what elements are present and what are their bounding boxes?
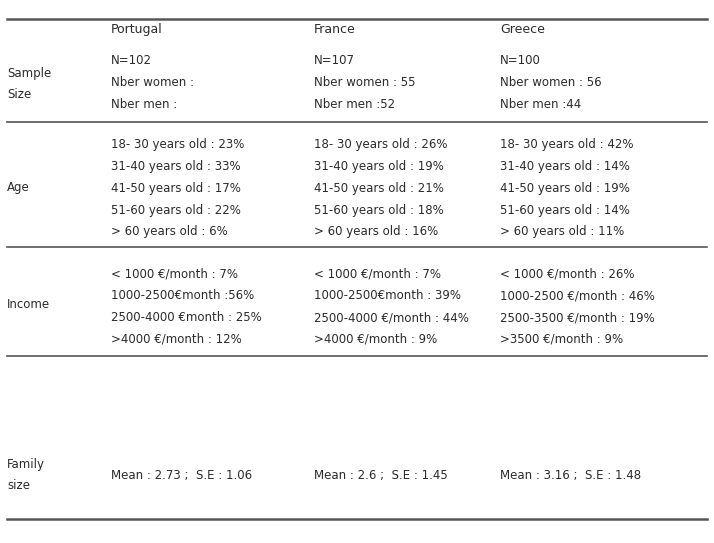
Text: 18- 30 years old : 42%: 18- 30 years old : 42% [500,138,633,151]
Text: Mean : 3.16 ;  S.E : 1.48: Mean : 3.16 ; S.E : 1.48 [500,469,641,482]
Text: N=102: N=102 [111,54,151,67]
Text: 51-60 years old : 14%: 51-60 years old : 14% [500,204,630,217]
Text: 31-40 years old : 19%: 31-40 years old : 19% [314,160,444,173]
Text: > 60 years old : 11%: > 60 years old : 11% [500,225,624,238]
Text: Nber women :: Nber women : [111,76,193,89]
Text: Nber women : 56: Nber women : 56 [500,76,601,89]
Text: 1000-2500€month :56%: 1000-2500€month :56% [111,289,254,302]
Text: 31-40 years old : 33%: 31-40 years old : 33% [111,160,241,173]
Text: < 1000 €/month : 7%: < 1000 €/month : 7% [111,268,238,281]
Text: > 60 years old : 6%: > 60 years old : 6% [111,225,228,238]
Text: 41-50 years old : 19%: 41-50 years old : 19% [500,182,630,195]
Text: 18- 30 years old : 23%: 18- 30 years old : 23% [111,138,244,151]
Text: Greece: Greece [500,23,545,36]
Text: Nber men :: Nber men : [111,98,177,111]
Text: Nber men :44: Nber men :44 [500,98,581,111]
Text: N=107: N=107 [314,54,355,67]
Text: N=100: N=100 [500,54,540,67]
Text: >4000 €/month : 9%: >4000 €/month : 9% [314,333,438,346]
Text: 1000-2500€month : 39%: 1000-2500€month : 39% [314,289,461,302]
Text: Nber men :52: Nber men :52 [314,98,396,111]
Text: Sample
Size: Sample Size [7,67,51,101]
Text: 31-40 years old : 14%: 31-40 years old : 14% [500,160,630,173]
Text: >4000 €/month : 12%: >4000 €/month : 12% [111,333,241,346]
Text: < 1000 €/month : 26%: < 1000 €/month : 26% [500,268,634,281]
Text: Age: Age [7,181,30,194]
Text: 18- 30 years old : 26%: 18- 30 years old : 26% [314,138,448,151]
Text: 2500-4000 €/month : 44%: 2500-4000 €/month : 44% [314,311,469,324]
Text: 41-50 years old : 21%: 41-50 years old : 21% [314,182,444,195]
Text: Income: Income [7,298,50,311]
Text: France: France [314,23,356,36]
Text: >3500 €/month : 9%: >3500 €/month : 9% [500,333,623,346]
Text: Portugal: Portugal [111,23,162,36]
Text: > 60 years old : 16%: > 60 years old : 16% [314,225,438,238]
Text: Mean : 2.6 ;  S.E : 1.45: Mean : 2.6 ; S.E : 1.45 [314,469,448,482]
Text: 51-60 years old : 18%: 51-60 years old : 18% [314,204,444,217]
Text: Nber women : 55: Nber women : 55 [314,76,416,89]
Text: 51-60 years old : 22%: 51-60 years old : 22% [111,204,241,217]
Text: 2500-4000 €month : 25%: 2500-4000 €month : 25% [111,311,261,324]
Text: 41-50 years old : 17%: 41-50 years old : 17% [111,182,241,195]
Text: < 1000 €/month : 7%: < 1000 €/month : 7% [314,268,441,281]
Text: 2500-3500 €/month : 19%: 2500-3500 €/month : 19% [500,311,655,324]
Text: Family
size: Family size [7,458,45,492]
Text: Mean : 2.73 ;  S.E : 1.06: Mean : 2.73 ; S.E : 1.06 [111,469,252,482]
Text: 1000-2500 €/month : 46%: 1000-2500 €/month : 46% [500,289,655,302]
